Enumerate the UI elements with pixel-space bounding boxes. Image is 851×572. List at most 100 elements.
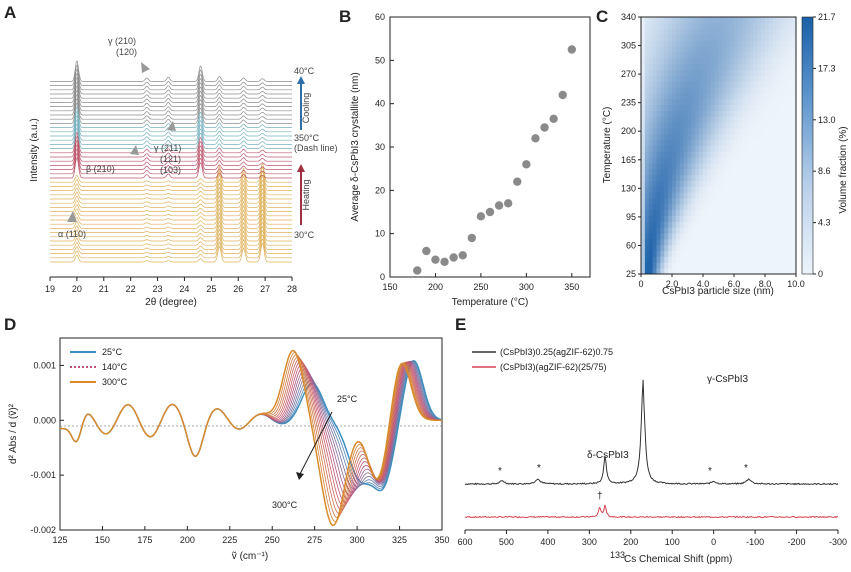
heatmap-cell	[749, 145, 754, 152]
heatmap-cell	[788, 238, 793, 246]
heatmap-cell	[788, 57, 793, 65]
heatmap-cell	[768, 262, 774, 269]
heatmap-cell	[718, 116, 723, 123]
heatmap-cell	[679, 40, 685, 47]
heatmap-cell	[718, 52, 723, 59]
heatmap-cell	[722, 127, 727, 135]
heatmap-cell	[788, 75, 793, 82]
heatmap-cell	[695, 151, 700, 158]
heatmap-cell	[730, 227, 735, 234]
heatmap-cell	[683, 145, 688, 152]
heatmap-cell	[757, 28, 762, 35]
heatmap-cell	[776, 151, 781, 158]
heatmap-cell	[768, 238, 774, 246]
heatmap-cell	[679, 63, 685, 70]
heatmap-cell	[792, 69, 797, 76]
heatmap-cell	[706, 192, 712, 199]
heatmap-cell	[741, 63, 747, 70]
heatmap-cell	[730, 157, 735, 164]
heatmap-cell	[792, 186, 797, 193]
heatmap-cell	[734, 262, 739, 269]
heatmap-cell	[734, 81, 739, 88]
heatmap-cell	[695, 34, 700, 41]
heatmap-cell	[757, 22, 762, 30]
heatmap-cell	[718, 238, 723, 246]
heatmap-cell	[745, 127, 750, 135]
heatmap-cell	[788, 192, 793, 199]
heatmap-cell	[703, 203, 708, 211]
heatmap-cell	[664, 256, 669, 263]
heatmap-cell	[772, 40, 778, 47]
xrd-trace	[50, 171, 292, 191]
heatmap-cell	[788, 180, 793, 187]
heatmap-cell	[699, 133, 704, 141]
heatmap-cell	[788, 92, 793, 100]
heatmap-cell	[780, 34, 785, 41]
heatmap-cell	[776, 215, 781, 222]
heatmap-cell	[679, 145, 685, 152]
heatmap-cell	[648, 116, 654, 123]
heatmap-cell	[695, 75, 700, 82]
heatmap-cell	[695, 168, 700, 176]
heatmap-cell	[664, 233, 669, 240]
heatmap-cell	[664, 186, 669, 193]
heatmap-cell	[668, 92, 673, 100]
heatmap-cell	[679, 28, 685, 35]
heatmap-cell	[737, 186, 743, 193]
heatmap-cell	[664, 174, 669, 181]
heatmap-cell	[703, 221, 708, 228]
heatmap-cell	[749, 133, 754, 141]
panel-e-ticks: 600 500 400 300 200 100 0 -100 -200 -300	[457, 530, 847, 547]
heatmap-cell	[761, 40, 766, 47]
xrd-trace	[50, 179, 292, 200]
xrd-trace	[50, 114, 292, 137]
heatmap-cell	[792, 127, 797, 135]
heatmap-cell	[722, 151, 727, 158]
heatmap-cell	[691, 233, 696, 240]
heatmap-cell	[765, 69, 770, 76]
heatmap-cell	[784, 104, 789, 111]
heatmap-cell	[703, 268, 708, 275]
heatmap-cell	[761, 63, 766, 70]
heatmap-cell	[660, 92, 665, 100]
heatmap-cell	[679, 174, 685, 181]
heatmap-cell	[699, 69, 704, 76]
heatmap-cell	[772, 186, 778, 193]
legend-label-red: (CsPbI3)(agZIF-62)(25/75)	[500, 362, 607, 372]
heatmap-cell	[776, 268, 781, 275]
heatmap-cell	[644, 145, 650, 152]
heatmap-cell	[641, 250, 646, 257]
heatmap-cell	[745, 186, 750, 193]
heatmap-cell	[672, 157, 677, 164]
heatmap-cell	[792, 133, 797, 141]
heatmap-cell	[730, 262, 735, 269]
heatmap-cell	[765, 256, 770, 263]
heatmap-cell	[757, 174, 762, 181]
heatmap-cell	[644, 233, 650, 240]
heatmap-cell	[784, 17, 789, 24]
heatmap-cell	[749, 40, 754, 47]
heatmap-cell	[652, 52, 657, 59]
heatmap-cell	[679, 180, 685, 187]
heatmap-cell	[641, 52, 646, 59]
heatmap-cell	[765, 75, 770, 82]
heatmap-cell	[737, 174, 743, 181]
heatmap-cell	[745, 168, 750, 176]
heatmap-cell	[745, 52, 750, 59]
heatmap-cell	[749, 262, 754, 269]
heatmap-cell	[683, 186, 688, 193]
heatmap-cell	[761, 157, 766, 164]
heatmap-cell	[699, 244, 704, 252]
heatmap-cell	[714, 163, 719, 170]
heatmap-cell	[656, 268, 661, 275]
heatmap-cell	[761, 34, 766, 41]
heatmap-cell	[644, 227, 650, 234]
heatmap-cell	[710, 238, 716, 246]
panel-e-x-label: Cs Chemical Shift (ppm)	[624, 554, 732, 565]
heatmap-cell	[726, 46, 731, 53]
heatmap-cell	[683, 238, 688, 246]
heatmap-cell	[749, 122, 754, 129]
heatmap-cell	[788, 22, 793, 30]
heatmap-cell	[648, 34, 654, 41]
heatmap-cell	[734, 244, 739, 252]
